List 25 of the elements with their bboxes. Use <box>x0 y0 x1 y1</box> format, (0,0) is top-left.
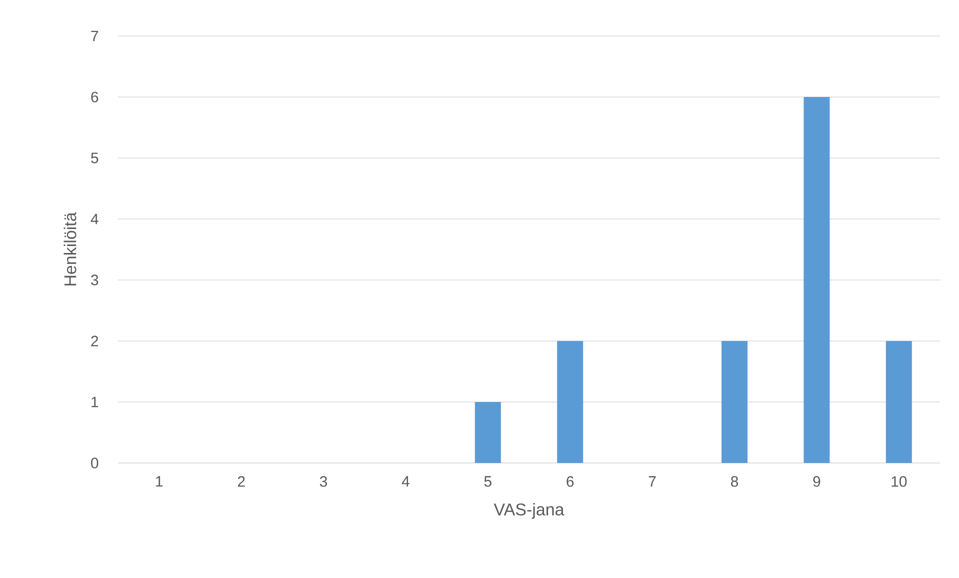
y-tick-label: 6 <box>91 92 98 102</box>
x-tick-label: 10 <box>892 476 907 487</box>
bar <box>557 340 584 463</box>
y-tick-label: 0 <box>91 458 98 468</box>
y-tick-label: 3 <box>91 274 98 286</box>
y-tick-label: 2 <box>91 336 98 346</box>
y-axis-title: Henkilöitä <box>64 212 76 286</box>
y-tick-label: 4 <box>90 214 98 224</box>
bar <box>804 97 830 463</box>
x-tick-label: 3 <box>320 476 328 487</box>
bar <box>722 340 748 463</box>
bar <box>474 402 501 463</box>
x-tick-label: 9 <box>813 476 820 487</box>
x-tick-label: 1 <box>156 476 163 487</box>
x-tick-label: 8 <box>730 476 738 487</box>
x-tick-label: 7 <box>648 476 656 487</box>
y-tick-label: 5 <box>91 152 98 164</box>
x-tick-label: 5 <box>484 476 492 487</box>
bar <box>886 340 912 463</box>
y-tick-label: 7 <box>91 30 98 42</box>
x-axis-title: VAS-jana <box>494 503 564 519</box>
x-tick-label: 6 <box>566 476 574 487</box>
x-tick-label: 2 <box>238 476 245 487</box>
y-tick-label: 1 <box>92 396 98 408</box>
x-tick-label: 4 <box>402 476 410 487</box>
